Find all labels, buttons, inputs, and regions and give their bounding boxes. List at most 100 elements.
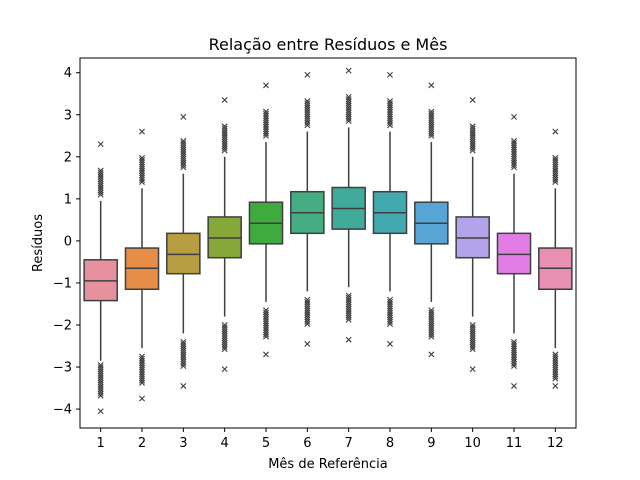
outlier-point [387,340,393,347]
outlier-point [180,140,187,147]
outlier-point [345,316,352,323]
outlier-point [428,121,435,128]
outlier-point [469,127,476,134]
outlier-point [469,134,476,141]
outlier-point [387,301,393,308]
outlier-point [511,151,517,158]
outlier-point [552,371,559,378]
outlier-point [387,104,393,111]
outlier-point [263,329,269,336]
outlier-point [263,307,269,314]
outlier-point [387,113,393,120]
outlier-point [345,113,352,120]
outlier-point [139,353,145,360]
outlier-point [345,115,352,122]
outlier-point [139,379,145,386]
outlier-point [180,137,187,144]
outlier-point [263,327,269,334]
y-axis-label: Resíduos [31,214,46,272]
outlier-point [387,303,393,310]
outlier-point [469,143,476,150]
y-tick-label: −1 [53,276,72,291]
outlier-point [304,312,311,319]
outlier-point [428,309,435,316]
outlier-point [221,333,228,339]
outlier-point [97,167,104,174]
outlier-point [428,108,435,115]
outlier-point [345,303,352,310]
outlier-point [221,145,228,152]
y-tick-label: 4 [64,66,72,81]
outlier-point [139,157,145,164]
outlier-point [180,358,187,365]
outlier-point [263,115,269,122]
outlier-point [97,370,104,377]
outlier-point [511,358,517,365]
outlier-point [180,354,187,361]
x-tick-label: 1 [97,436,105,451]
outlier-point [469,138,476,145]
outlier-point [345,301,352,308]
outlier-point [221,337,228,344]
outlier-point [387,312,393,319]
outlier-point [387,305,393,312]
outlier-point [97,174,104,181]
outlier-point [469,324,476,331]
outlier-point [387,120,393,127]
outlier-point [304,314,311,321]
outlier-point [263,320,269,327]
outlier-point [139,174,145,181]
outlier-point [263,322,269,329]
outlier-point [221,138,228,145]
outlier-point [180,347,187,354]
axes-frame [79,57,577,429]
outlier-point [387,106,393,113]
outlier-point [304,301,311,308]
outlier-point [97,392,104,399]
outlier-point [263,128,269,135]
outlier-point [552,360,559,367]
outlier-point [511,349,517,356]
outlier-point [345,104,352,111]
outlier-point [180,164,187,171]
outlier-point [345,294,352,301]
outlier-point [552,358,559,365]
outlier-point [304,318,311,325]
outlier-point [469,330,476,337]
outlier-point [97,386,104,393]
outlier-point [345,305,352,312]
outlier-point [428,331,435,338]
outlier-point [304,100,311,107]
outlier-point [469,97,476,104]
outlier-point [304,305,311,312]
y-tick-label: 2 [64,150,72,165]
outlier-point [97,379,104,386]
outlier-point [139,170,145,177]
outlier-point [97,182,104,189]
outlier-point [469,328,476,335]
outlier-point [180,155,187,162]
outlier-point [180,146,187,153]
outlier-point [139,377,145,384]
outlier-point [97,366,104,373]
outlier-point [304,113,311,120]
outlier-point [97,361,104,368]
outlier-point [511,153,517,160]
outlier-point [221,125,228,132]
outlier-point [428,318,435,325]
outlier-point [263,333,269,340]
outlier-point [180,162,187,169]
outlier-point [511,360,517,367]
outlier-point [428,329,435,336]
outlier-point [345,310,352,317]
outlier-point [97,388,104,395]
outlier-point [511,354,517,361]
outlier-point [469,346,476,353]
outlier-point [469,326,476,333]
outlier-point [180,343,187,350]
outlier-point [180,360,187,367]
outlier-point [180,159,187,166]
outlier-point [345,109,352,116]
outlier-point [97,368,104,375]
outlier-point [469,333,476,339]
